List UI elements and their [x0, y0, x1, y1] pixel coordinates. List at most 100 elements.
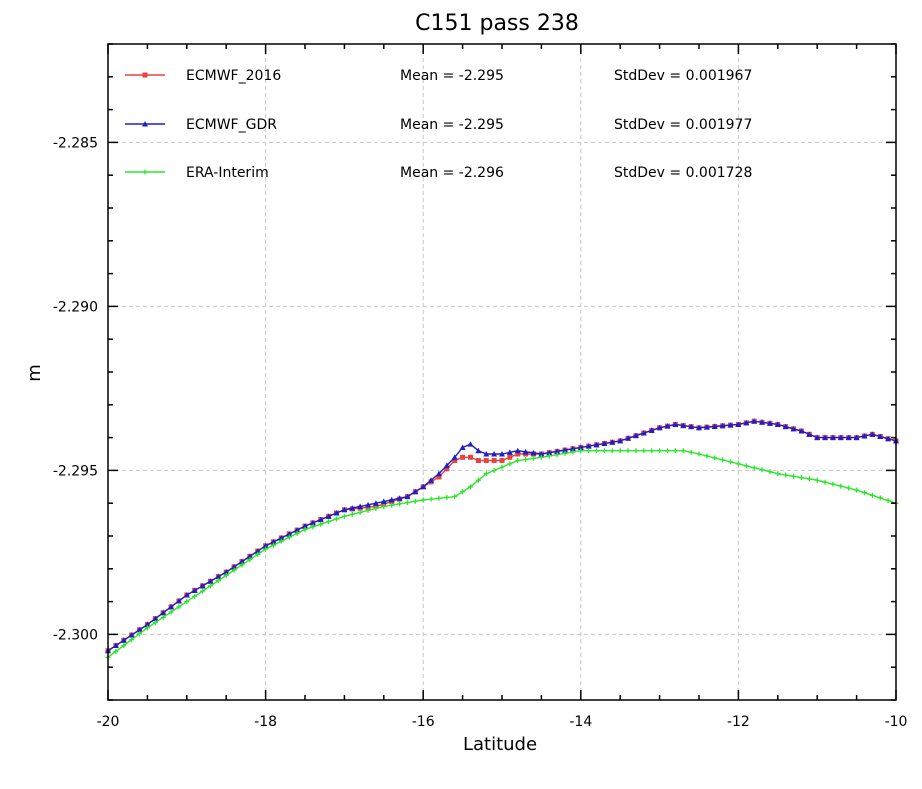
data-point	[720, 457, 726, 463]
data-point	[294, 527, 301, 533]
data-point	[522, 448, 529, 455]
data-point	[783, 472, 789, 478]
data-point	[388, 496, 395, 503]
data-point	[672, 448, 678, 454]
x-tick-label: -18	[254, 714, 277, 730]
data-point	[696, 424, 702, 431]
data-point	[507, 461, 513, 467]
data-point	[554, 452, 560, 458]
data-point	[223, 572, 229, 578]
data-point	[420, 483, 427, 490]
data-point	[152, 620, 158, 626]
series-line	[107, 450, 897, 658]
data-point	[142, 169, 148, 175]
data-point	[142, 121, 148, 127]
data-point	[594, 448, 600, 454]
legend-item: ERA-Interim Mean = -2.296 StdDev = 0.00172…	[125, 165, 752, 181]
data-point	[254, 548, 261, 554]
data-point	[562, 447, 569, 453]
data-point	[586, 448, 592, 454]
data-point	[452, 494, 458, 500]
data-point	[814, 477, 820, 483]
data-point	[302, 526, 308, 532]
data-point	[735, 461, 741, 467]
data-point	[790, 425, 797, 432]
grid-layer	[108, 44, 896, 700]
data-point	[231, 563, 238, 570]
data-point	[192, 593, 198, 599]
data-point	[475, 458, 481, 464]
data-point	[120, 637, 127, 643]
data-point	[609, 439, 616, 445]
data-point	[144, 625, 150, 631]
data-point	[168, 603, 175, 610]
data-point	[262, 542, 269, 549]
data-point	[829, 434, 836, 441]
data-point	[798, 475, 804, 481]
legend-stddev: StdDev = 0.001728	[614, 165, 752, 181]
data-point	[483, 471, 489, 477]
data-point	[207, 578, 214, 584]
data-point	[491, 458, 497, 464]
data-point	[822, 479, 828, 485]
data-point	[309, 519, 316, 526]
data-point	[341, 513, 347, 519]
data-point	[404, 500, 410, 506]
data-point	[499, 464, 505, 470]
data-point	[223, 569, 230, 575]
x-tick-label: -16	[412, 714, 435, 730]
data-point	[215, 578, 221, 584]
data-point	[657, 448, 663, 454]
data-point	[491, 467, 497, 473]
data-point	[877, 495, 883, 501]
x-tick-label: -10	[885, 714, 908, 730]
data-point	[231, 567, 237, 573]
data-point	[160, 614, 166, 620]
data-point	[861, 490, 867, 496]
data-point	[766, 420, 773, 426]
data-point	[168, 609, 174, 615]
data-point	[396, 495, 403, 501]
data-point	[570, 449, 576, 455]
data-point	[806, 431, 813, 437]
data-point	[854, 487, 860, 493]
data-point	[121, 643, 127, 649]
data-point	[649, 448, 655, 454]
data-point	[278, 538, 284, 544]
data-point	[475, 447, 482, 454]
data-point	[444, 494, 450, 500]
data-point	[830, 481, 836, 487]
data-point	[412, 498, 418, 504]
data-point	[428, 496, 434, 502]
legend-mean: Mean = -2.296	[400, 165, 504, 181]
data-point	[664, 423, 671, 429]
data-point	[436, 495, 442, 501]
data-point	[144, 621, 151, 628]
series-layer	[105, 418, 899, 660]
data-point	[128, 632, 135, 638]
legend-series-name: ECMWF_2016	[186, 68, 281, 84]
data-point	[499, 458, 505, 464]
data-point	[199, 582, 206, 589]
y-tick-label: -2.295	[53, 463, 98, 479]
legend-item: ECMWF_2016 Mean = -2.295 StdDev = 0.001967	[125, 68, 752, 84]
data-point	[751, 465, 757, 471]
y-tick-label: -2.285	[53, 135, 98, 151]
data-point	[648, 427, 655, 433]
data-point	[381, 503, 387, 509]
data-point	[703, 424, 710, 430]
data-point	[869, 492, 875, 498]
data-point	[136, 626, 143, 633]
data-point	[837, 434, 844, 441]
data-point	[246, 553, 253, 559]
data-point	[806, 476, 812, 482]
data-point	[365, 501, 372, 508]
data-point	[435, 470, 442, 477]
data-point	[113, 648, 119, 654]
data-point	[443, 462, 450, 468]
data-point	[183, 592, 190, 598]
data-point	[460, 454, 466, 460]
data-point	[325, 513, 332, 519]
data-point	[444, 466, 450, 472]
data-point	[617, 437, 624, 444]
